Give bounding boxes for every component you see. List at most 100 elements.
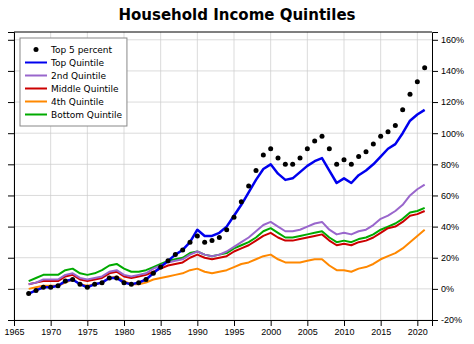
grid-line-y xyxy=(14,195,432,196)
y-tick-mark xyxy=(432,258,438,259)
point xyxy=(393,123,398,128)
y-axis-right-line xyxy=(433,33,439,321)
point xyxy=(107,275,112,280)
point xyxy=(195,233,200,238)
y-tick-label: -20% xyxy=(441,315,462,325)
y-left-tick xyxy=(8,258,14,259)
x-axis: 1965197019751980198519901995200020052010… xyxy=(4,320,432,337)
x-tick-label: 2010 xyxy=(334,327,354,337)
y-tick: 80% xyxy=(432,160,459,170)
point xyxy=(232,215,237,220)
grid-line-y xyxy=(14,164,432,165)
x-tick: 1985 xyxy=(151,320,171,337)
point xyxy=(422,65,427,70)
x-tick-mark xyxy=(417,320,418,326)
point xyxy=(224,227,229,232)
y-left-tick-mark xyxy=(8,102,14,103)
point xyxy=(158,265,163,270)
grid-line-x xyxy=(234,32,235,320)
y-left-tick-mark xyxy=(8,71,14,72)
point xyxy=(63,279,68,284)
x-tick-mark xyxy=(161,320,162,326)
point xyxy=(290,162,295,167)
x-tick-mark xyxy=(271,320,272,326)
x-tick-mark xyxy=(307,320,308,326)
point xyxy=(305,146,310,151)
x-tick-mark xyxy=(381,320,382,326)
y-left-tick xyxy=(8,320,14,321)
y-left-tick-mark xyxy=(8,289,14,290)
x-tick-mark xyxy=(344,320,345,326)
point xyxy=(92,282,97,287)
point xyxy=(246,184,251,189)
x-tick: 1970 xyxy=(41,320,61,337)
point xyxy=(254,168,259,173)
y-tick-label: 40% xyxy=(441,222,459,232)
grid-line-x xyxy=(380,32,381,320)
point xyxy=(114,275,119,280)
point xyxy=(378,134,383,139)
y-tick-mark xyxy=(432,102,438,103)
grid-line-x xyxy=(160,32,161,320)
x-tick-label: 2005 xyxy=(298,327,318,337)
legend-handle xyxy=(25,75,47,77)
y-axis-left xyxy=(8,33,15,321)
point xyxy=(188,240,193,245)
y-tick: 40% xyxy=(432,222,459,232)
legend: Top 5 percentTop Quintile2nd QuintileMid… xyxy=(20,38,127,126)
legend-handle xyxy=(25,101,47,103)
point xyxy=(261,152,266,157)
x-tick-label: 1975 xyxy=(78,327,98,337)
series-group xyxy=(26,65,427,296)
x-tick: 1990 xyxy=(188,320,208,337)
x-tick-mark xyxy=(234,320,235,326)
point xyxy=(342,157,347,162)
grid-line-y xyxy=(14,133,432,134)
y-tick-label: 120% xyxy=(441,97,464,107)
y-left-tick xyxy=(8,164,14,165)
y-left-tick-mark xyxy=(8,258,14,259)
y-left-tick-mark xyxy=(8,227,14,228)
x-tick: 2015 xyxy=(371,320,391,337)
point xyxy=(78,282,83,287)
x-tick: 2010 xyxy=(334,320,354,337)
y-tick: 0% xyxy=(432,284,454,294)
y-left-tick xyxy=(8,40,14,41)
y-left-tick xyxy=(8,71,14,72)
y-axis-right: -20%0%20%40%60%80%100%120%140%160% xyxy=(432,33,464,326)
point xyxy=(100,280,105,285)
point xyxy=(166,258,171,263)
point xyxy=(180,247,185,252)
y-tick-mark xyxy=(432,71,438,72)
point xyxy=(85,285,90,290)
point xyxy=(400,107,405,112)
x-tick: 2000 xyxy=(261,320,281,337)
point xyxy=(41,285,46,290)
legend-handle xyxy=(25,62,47,64)
y-tick-label: 160% xyxy=(441,35,464,45)
y-tick: 100% xyxy=(432,129,464,139)
legend-label: 2nd Quintile xyxy=(51,71,107,81)
y-tick: -20% xyxy=(432,315,462,325)
y-tick: 20% xyxy=(432,253,459,263)
x-tick-mark xyxy=(51,320,52,326)
point xyxy=(371,142,376,147)
point xyxy=(151,271,156,276)
point xyxy=(70,277,75,282)
point xyxy=(408,92,413,97)
legend-label: 4th Quintile xyxy=(51,97,104,107)
point xyxy=(129,282,134,287)
y-left-tick-mark xyxy=(8,320,14,321)
grid xyxy=(14,32,432,320)
point xyxy=(283,162,288,167)
y-tick: 60% xyxy=(432,191,459,201)
y-left-tick xyxy=(8,289,14,290)
legend-label: Bottom Quintile xyxy=(51,110,122,120)
x-tick: 1965 xyxy=(4,320,24,337)
y-left-tick xyxy=(8,102,14,103)
y-tick-label: 100% xyxy=(441,129,464,139)
x-tick-label: 2015 xyxy=(371,327,391,337)
point xyxy=(356,154,361,159)
x-tick-label: 1995 xyxy=(224,327,244,337)
point xyxy=(276,156,281,161)
